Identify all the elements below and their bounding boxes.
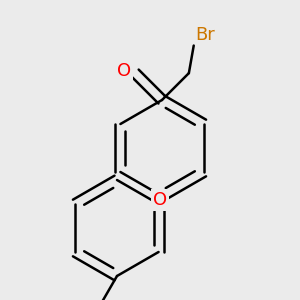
Text: O: O — [153, 191, 167, 209]
Text: O: O — [117, 62, 131, 80]
Text: Br: Br — [196, 26, 215, 44]
